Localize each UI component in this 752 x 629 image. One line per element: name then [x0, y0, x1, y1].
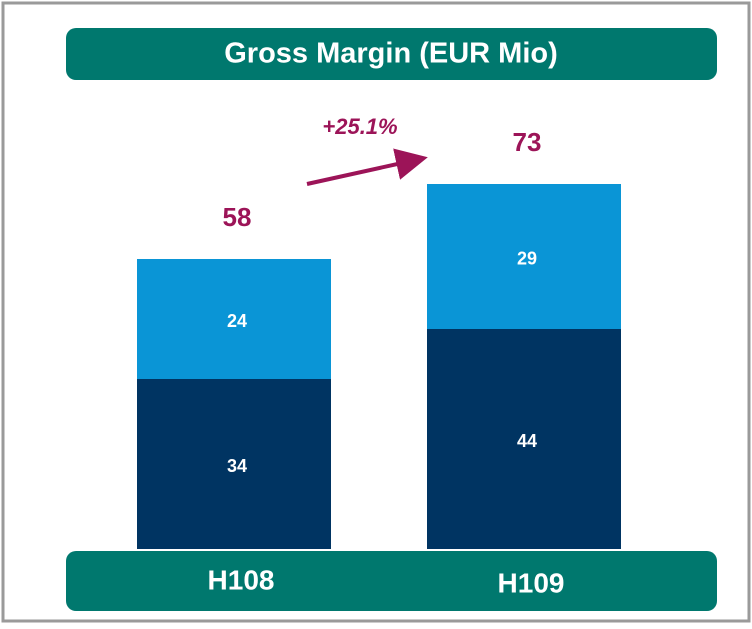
bar-segment [137, 379, 331, 549]
bar-segment [427, 184, 621, 329]
x-tick-label: H109 [498, 567, 565, 598]
growth-arrow [306, 148, 428, 186]
segment-label: 44 [517, 431, 537, 451]
category-banner [66, 551, 717, 611]
segment-label: 29 [517, 248, 537, 268]
bar-segment [427, 329, 621, 549]
bar-segment [137, 259, 331, 379]
total-label: 58 [223, 202, 252, 232]
x-tick-label: H108 [208, 564, 275, 595]
chart-title: Gross Margin (EUR Mio) [224, 38, 558, 70]
segment-label: 24 [227, 311, 247, 331]
total-label: 73 [513, 127, 542, 157]
segment-label: 34 [227, 456, 247, 476]
growth-annotation: +25.1% [322, 114, 397, 139]
title-banner [66, 28, 717, 80]
